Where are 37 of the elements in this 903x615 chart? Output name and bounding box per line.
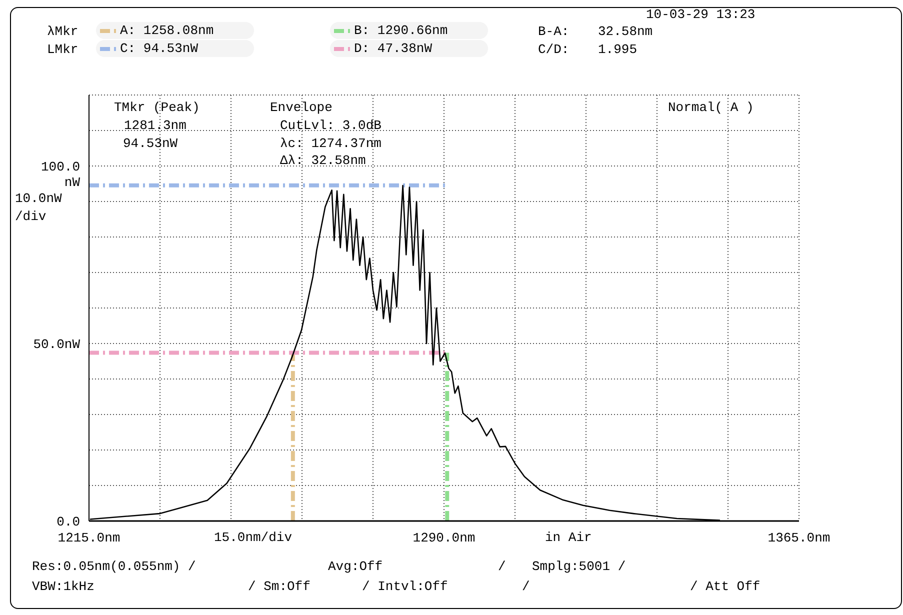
annotation: TMkr (Peak) bbox=[114, 99, 200, 116]
text: / Att Off bbox=[690, 578, 760, 595]
text: / Intvl:Off bbox=[362, 578, 448, 595]
text: 32.58nm bbox=[598, 23, 653, 40]
y-axis-title: 10.0nW /div bbox=[15, 190, 62, 226]
text: / bbox=[498, 558, 506, 575]
legend-label: D: 47.38nW bbox=[354, 40, 432, 57]
x-tick-label: 1290.0nm bbox=[412, 530, 476, 546]
text: Res:0.05nm(0.055nm) / bbox=[32, 558, 196, 575]
text: B-A: bbox=[538, 23, 570, 40]
text: 10-03-29 13:23 bbox=[646, 6, 756, 23]
text: 1.995 bbox=[598, 41, 638, 58]
annotation: CutLvl: 3.0dB bbox=[280, 117, 382, 134]
text: / bbox=[522, 578, 530, 595]
annotation: λc: 1274.37nm bbox=[280, 135, 382, 152]
annotation: Normal( A ) bbox=[668, 99, 754, 116]
legend-label: C: 94.53nW bbox=[120, 40, 198, 57]
text: / Sm:Off bbox=[248, 578, 310, 595]
text: in Air bbox=[545, 529, 592, 546]
text: Smplg:5001 / bbox=[532, 558, 626, 575]
annotation: 1281.3nm bbox=[124, 117, 186, 134]
text: VBW:1kHz bbox=[32, 578, 94, 595]
legend-label: A: 1258.08nm bbox=[120, 22, 214, 39]
x-tick-label: 1215.0nm bbox=[58, 530, 120, 546]
x-tick-label: 1365.0nm bbox=[768, 530, 830, 546]
annotation: 94.53nW bbox=[123, 135, 178, 152]
annotation: Envelope bbox=[270, 99, 332, 116]
x-axis-title: 15.0nm/div bbox=[214, 529, 292, 546]
y-tick-label: 50.0nW bbox=[33, 337, 80, 352]
legend-label: B: 1290.66nm bbox=[354, 22, 448, 39]
text: LMkr bbox=[47, 41, 78, 58]
text: Avg:Off bbox=[328, 558, 383, 575]
y-tick-label: 100.0 nW bbox=[40, 160, 80, 190]
text: λMkr bbox=[47, 23, 78, 40]
y-tick-label: 0.0 bbox=[56, 514, 80, 530]
text: C/D: bbox=[538, 41, 570, 58]
annotation: Δλ: 32.58nm bbox=[280, 152, 366, 169]
